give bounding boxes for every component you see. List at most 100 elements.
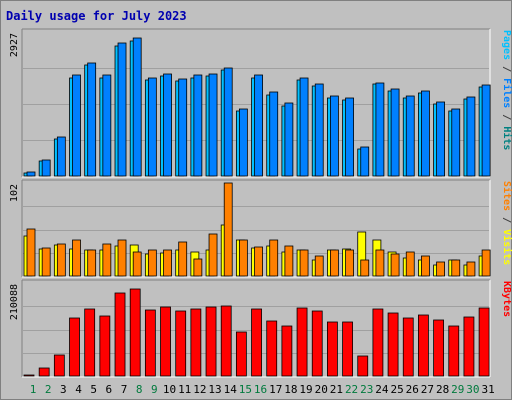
bar-files-day-27	[421, 90, 430, 177]
bar-files-day-26	[405, 95, 415, 177]
bar-files-day-14	[223, 67, 233, 177]
day-label-19: 19	[299, 383, 312, 396]
day-label-22: 22	[345, 383, 358, 396]
y-max-label-top: 2927	[9, 33, 20, 57]
bar-kbytes-day-3	[53, 354, 65, 377]
day-label-27: 27	[421, 383, 434, 396]
bar-files-day-31	[481, 84, 491, 177]
day-label-5: 5	[90, 383, 97, 396]
bar-sites-day-18	[284, 245, 294, 277]
bar-sites-day-28	[436, 261, 445, 277]
right-label-bottom: KBytes	[501, 281, 512, 317]
legend-kbytes: KBytes	[501, 281, 512, 317]
bar-kbytes-day-6	[99, 315, 111, 377]
legend-files: Files	[501, 78, 512, 108]
bar-sites-day-15	[238, 239, 248, 277]
right-legend-labels: Pages / Files / Hits Sites / Visits KBytes	[501, 30, 512, 317]
bar-files-day-4	[72, 74, 81, 177]
bar-sites-day-5	[87, 249, 97, 277]
bar-files-day-7	[117, 42, 127, 177]
bar-files-day-24	[375, 82, 385, 177]
day-label-13: 13	[208, 383, 221, 396]
bar-kbytes-day-7	[114, 292, 126, 377]
bar-kbytes-day-2	[38, 367, 50, 377]
day-label-14: 14	[224, 383, 238, 396]
bar-files-day-30	[466, 96, 476, 177]
bar-files-day-17	[269, 91, 279, 177]
bar-files-day-19	[299, 77, 309, 177]
day-label-30: 30	[466, 383, 479, 396]
bar-sites-day-3	[56, 243, 66, 277]
day-label-4: 4	[75, 383, 82, 396]
bar-files-day-11	[178, 78, 188, 177]
bar-kbytes-day-14	[220, 305, 232, 377]
bar-files-day-2	[41, 159, 51, 177]
bar-files-day-1	[26, 171, 36, 177]
bar-kbytes-day-18	[281, 325, 293, 377]
y-axis-max-labels: 2927 102 210088	[9, 33, 20, 320]
bar-files-day-9	[147, 77, 157, 177]
bar-kbytes-day-16	[251, 308, 262, 377]
day-label-12: 12	[193, 383, 206, 396]
bar-files-day-5	[87, 62, 97, 177]
bar-sites-day-14	[223, 182, 233, 277]
x-axis-day-labels: 1 2 3 4 5 6 7 8 9 10 11 12 13 14 15 16 17 18 19 20 21 22 23 24 2…	[30, 383, 495, 396]
bar-sites-day-7	[117, 239, 127, 277]
y-max-label-middle: 102	[9, 184, 20, 202]
bar-sites-day-27	[421, 255, 430, 277]
right-label-middle: Sites / Visits	[501, 181, 512, 265]
day-label-23: 23	[360, 383, 373, 396]
day-label-7: 7	[121, 383, 128, 396]
legend-separator: /	[501, 211, 512, 229]
day-label-24: 24	[375, 383, 389, 396]
bar-sites-day-1	[26, 228, 36, 277]
legend-pages: Pages	[501, 30, 512, 60]
bar-files-day-16	[254, 74, 263, 177]
day-label-21: 21	[330, 383, 343, 396]
bar-kbytes-day-5	[84, 308, 96, 377]
day-label-28: 28	[436, 383, 449, 396]
bar-sites-day-2	[41, 247, 51, 277]
right-label-top: Pages / Files / Hits	[501, 30, 512, 150]
bar-kbytes-day-4	[69, 317, 80, 377]
day-label-15: 15	[239, 383, 252, 396]
bar-kbytes-day-1	[23, 374, 35, 377]
chart-title: Daily usage for July 2023	[6, 9, 187, 23]
day-label-16: 16	[254, 383, 267, 396]
day-label-20: 20	[315, 383, 328, 396]
bar-sites-day-23	[360, 259, 370, 277]
bar-kbytes-day-15	[235, 331, 247, 377]
bar-sites-day-6	[102, 243, 112, 277]
bar-kbytes-day-24	[372, 308, 384, 377]
bar-files-day-18	[284, 102, 294, 177]
bar-sites-day-26	[405, 251, 415, 277]
day-label-25: 25	[390, 383, 403, 396]
bar-kbytes-day-28	[433, 319, 444, 377]
bars	[23, 37, 491, 377]
bar-files-day-20	[314, 83, 324, 177]
bar-files-day-6	[102, 74, 112, 177]
bar-sites-day-4	[72, 239, 81, 277]
legend-sites: Sites	[501, 181, 512, 211]
bar-sites-day-8	[132, 251, 142, 277]
bar-kbytes-day-26	[402, 317, 414, 377]
y-max-label-bottom: 210088	[9, 284, 20, 320]
bar-sites-day-22	[345, 249, 354, 277]
bar-sites-day-11	[178, 241, 188, 277]
day-label-2: 2	[45, 383, 52, 396]
bar-files-day-8	[132, 37, 142, 177]
bar-files-day-3	[56, 136, 66, 177]
bar-files-day-21	[329, 95, 339, 177]
bar-files-day-29	[451, 108, 461, 177]
bar-sites-day-29	[451, 259, 461, 277]
bar-kbytes-day-11	[175, 310, 187, 377]
bar-files-day-15	[238, 108, 248, 177]
day-label-3: 3	[60, 383, 67, 396]
day-label-10: 10	[163, 383, 176, 396]
legend-separator: /	[501, 108, 512, 126]
bar-sites-day-12	[193, 258, 203, 277]
day-label-31: 31	[481, 383, 494, 396]
bar-sites-day-16	[254, 246, 263, 277]
bar-kbytes-day-10	[160, 306, 171, 377]
